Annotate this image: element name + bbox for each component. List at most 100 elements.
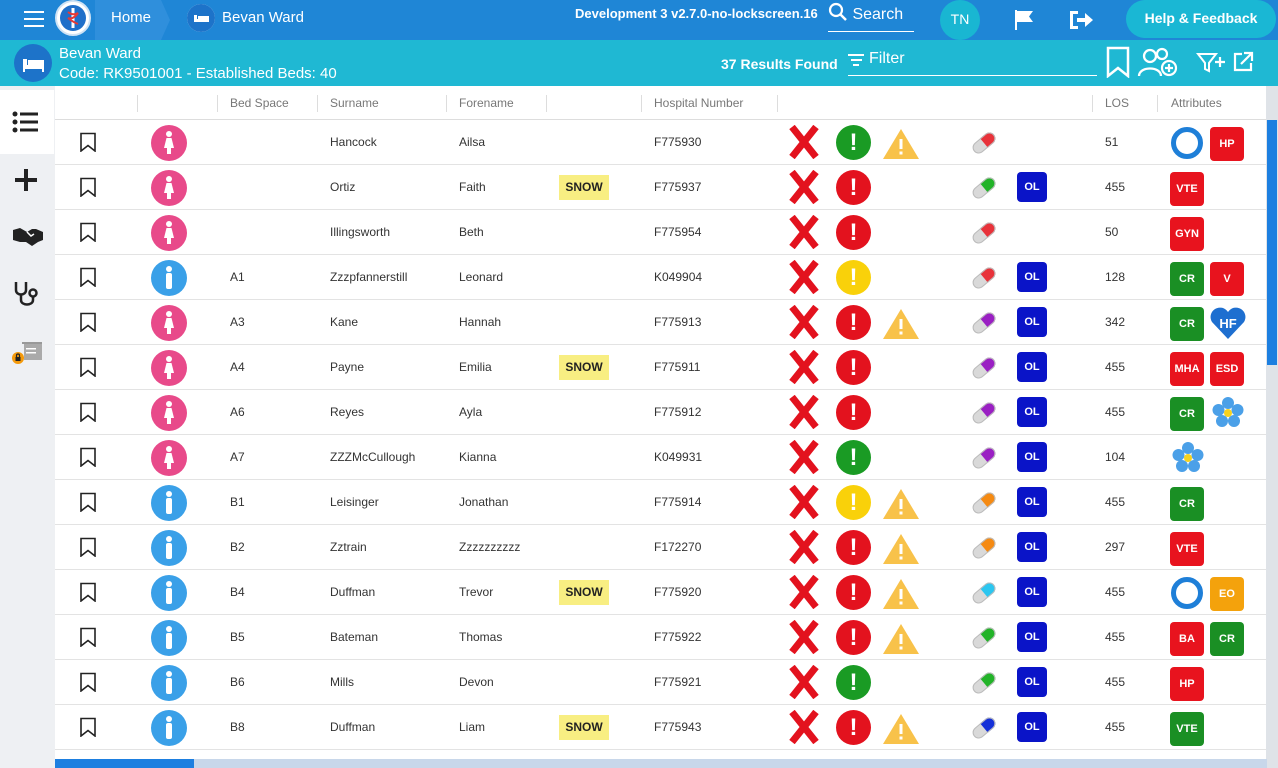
alert-status-icon[interactable]: ! [836,485,871,520]
add-patient-icon[interactable] [1137,46,1179,83]
medication-pill-icon[interactable] [969,218,999,251]
alert-status-icon[interactable]: ! [836,215,871,250]
ring-attribute-icon[interactable] [1171,127,1203,159]
medication-pill-icon[interactable] [969,173,999,206]
menu-icon[interactable] [24,11,44,27]
table-row[interactable]: Hancock Ailsa F775930! 51 HP [55,120,1267,165]
x-mark-icon[interactable] [789,619,819,657]
table-row[interactable]: A6 Reyes Ayla F775912! OL 455 CR [55,390,1267,435]
table-row[interactable]: Illingsworth Beth F775954! 50 GYN [55,210,1267,255]
ol-badge[interactable]: OL [1017,577,1047,607]
breadcrumb-ward[interactable]: Bevan Ward [187,4,304,34]
medication-pill-icon[interactable] [969,308,999,341]
sidebar-item-handover[interactable] [0,204,54,268]
bookmark-icon[interactable] [79,582,97,605]
medication-pill-icon[interactable] [969,353,999,386]
nhs-logo[interactable] [55,0,91,36]
medication-pill-icon[interactable] [969,128,999,161]
alert-status-icon[interactable]: ! [836,395,871,430]
x-mark-icon[interactable] [789,394,819,432]
ol-badge[interactable]: OL [1017,307,1047,337]
bookmark-icon[interactable] [79,492,97,515]
column-header-attributes[interactable]: Attributes [1171,96,1222,110]
ring-attribute-icon[interactable] [1171,577,1203,609]
ol-badge[interactable]: OL [1017,172,1047,202]
horizontal-scrollbar[interactable] [55,759,1267,768]
flag-icon[interactable] [1012,8,1036,37]
alert-status-icon[interactable]: ! [836,575,871,610]
x-mark-icon[interactable] [789,664,819,702]
x-mark-icon[interactable] [789,169,819,207]
table-row[interactable]: B8 Duffman Liam SNOW F775943! OL 455 VTE [55,705,1267,750]
sidebar-item-locked[interactable] [0,318,54,382]
column-header-los[interactable]: LOS [1105,96,1130,110]
search-button[interactable]: Search [828,2,914,32]
attribute-badge[interactable]: VTE [1170,172,1204,206]
warning-icon[interactable] [881,487,921,524]
forget-me-not-icon[interactable] [1210,395,1246,434]
attribute-badge[interactable]: VTE [1170,532,1204,566]
x-mark-icon[interactable] [789,214,819,252]
x-mark-icon[interactable] [789,439,819,477]
table-row[interactable]: B5 Bateman Thomas F775922! OL 455 BA CR [55,615,1267,660]
attribute-badge[interactable]: GYN [1170,217,1204,251]
attribute-badge[interactable]: V [1210,262,1244,296]
alert-status-icon[interactable]: ! [836,305,871,340]
warning-icon[interactable] [881,127,921,164]
ol-badge[interactable]: OL [1017,712,1047,742]
alert-status-icon[interactable]: ! [836,710,871,745]
bookmark-icon[interactable] [1105,46,1131,83]
alert-status-icon[interactable]: ! [836,170,871,205]
attribute-badge[interactable]: MHA [1170,352,1204,386]
x-mark-icon[interactable] [789,259,819,297]
alert-status-icon[interactable]: ! [836,260,871,295]
alert-status-icon[interactable]: ! [836,620,871,655]
table-row[interactable]: Ortiz Faith SNOW F775937! OL 455 VTE [55,165,1267,210]
ol-badge[interactable]: OL [1017,442,1047,472]
attribute-badge[interactable]: CR [1210,622,1244,656]
column-header-hospital-number[interactable]: Hospital Number [654,96,744,110]
external-link-icon[interactable] [1232,51,1254,78]
medication-pill-icon[interactable] [969,668,999,701]
filter-input[interactable]: Filter [848,48,1097,76]
sidebar-item-clinical[interactable] [0,260,54,324]
ol-badge[interactable]: OL [1017,397,1047,427]
heart-attribute-icon[interactable]: HF [1209,305,1247,344]
attribute-badge[interactable]: HP [1210,127,1244,161]
bookmark-icon[interactable] [79,537,97,560]
attribute-badge[interactable]: CR [1170,307,1204,341]
attribute-badge[interactable]: CR [1170,397,1204,431]
alert-status-icon[interactable]: ! [836,665,871,700]
warning-icon[interactable] [881,712,921,749]
bookmark-icon[interactable] [79,672,97,695]
help-feedback-button[interactable]: Help & Feedback [1126,0,1276,38]
ol-badge[interactable]: OL [1017,487,1047,517]
warning-icon[interactable] [881,622,921,659]
table-row[interactable]: B2 Zztrain Zzzzzzzzzz F172270! OL 297 VTE [55,525,1267,570]
medication-pill-icon[interactable] [969,443,999,476]
x-mark-icon[interactable] [789,484,819,522]
sidebar-item-list[interactable] [0,90,54,154]
ol-badge[interactable]: OL [1017,667,1047,697]
attribute-badge[interactable]: ESD [1210,352,1244,386]
table-row[interactable]: B6 Mills Devon F775921! OL 455 HP [55,660,1267,705]
warning-icon[interactable] [881,577,921,614]
ol-badge[interactable]: OL [1017,532,1047,562]
alert-status-icon[interactable]: ! [836,530,871,565]
bookmark-icon[interactable] [79,312,97,335]
alert-status-icon[interactable]: ! [836,125,871,160]
medication-pill-icon[interactable] [969,488,999,521]
column-header-forename[interactable]: Forename [459,96,514,110]
attribute-badge[interactable]: CR [1170,487,1204,521]
attribute-badge[interactable]: CR [1170,262,1204,296]
alert-status-icon[interactable]: ! [836,350,871,385]
column-header-surname[interactable]: Surname [330,96,379,110]
medication-pill-icon[interactable] [969,713,999,746]
medication-pill-icon[interactable] [969,578,999,611]
table-row[interactable]: B1 Leisinger Jonathan F775914! OL 455 CR [55,480,1267,525]
medication-pill-icon[interactable] [969,623,999,656]
warning-icon[interactable] [881,307,921,344]
user-avatar[interactable]: TN [940,0,980,40]
x-mark-icon[interactable] [789,709,819,747]
bookmark-icon[interactable] [79,402,97,425]
